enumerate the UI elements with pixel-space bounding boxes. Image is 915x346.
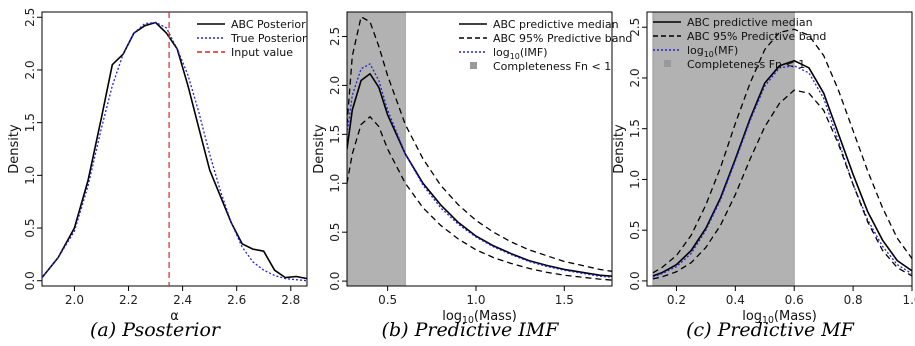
y-tick-label: 2.0: [23, 60, 37, 79]
panel-posterior: 2.0 2.2 2.4 2.6 2.8 0.0 0.5 1.0 1.5 2.0 2.5 α Densit…: [7, 8, 308, 324]
y-tick-label: 2.5: [328, 27, 342, 46]
x-tick-label: 0.8: [844, 293, 863, 307]
plot-frame: [41, 11, 308, 287]
y-tick-label: 0.0: [328, 272, 342, 291]
panel-predictive-imf: 0.5 1.0 1.5 0.0 0.5 1.0 1.5 2.0 2.5 log10(Mass) De…: [312, 11, 632, 326]
y-tick-label: 2.5: [628, 18, 642, 37]
y-tick-label: 2.0: [628, 68, 642, 87]
caption-a: (a) Psosterior: [90, 319, 222, 341]
series-abc-95-predictive-band-lower-: [347, 116, 612, 281]
legend-label: ABC predictive median: [687, 16, 813, 29]
y-tick-label: 0.0: [23, 271, 37, 290]
series-abc-95-predictive-band-upper-: [652, 28, 912, 274]
x-tick-label: 0.5: [378, 293, 397, 307]
series-abc-predictive-median: [652, 59, 912, 277]
x-tick-label: 2.8: [281, 293, 300, 307]
y-tick-label: 1.0: [23, 166, 37, 185]
y-tick-label: 0.0: [628, 271, 642, 290]
y-tick-label: 1.5: [628, 119, 642, 138]
series-log10-imf-: [347, 63, 612, 278]
legend-label: ABC Posterior: [231, 18, 306, 31]
series-abc-95-predictive-band-upper-: [347, 16, 612, 272]
x-tick-label: 1.0: [902, 293, 915, 307]
x-tick-label: 0.6: [785, 293, 804, 307]
legend-label: log10(MF): [687, 44, 738, 59]
series-abc-predictive-median: [347, 72, 612, 277]
panel-predictive-mf: 0.2 0.4 0.6 0.8 1.0 0.0 0.5 1.0 1.5 2.0 2.5 log10(M…: [612, 11, 915, 326]
y-tick-label: 1.0: [328, 174, 342, 193]
y-tick-label: 1.0: [628, 170, 642, 189]
y-tick-label: 2.5: [23, 8, 37, 27]
legend-label: ABC 95% Predictive band: [493, 32, 632, 45]
y-axis-label: Density: [612, 124, 627, 174]
legend-swatch-completeness: [664, 60, 671, 67]
x-tick-label: 1.5: [555, 293, 574, 307]
legend-label: ABC 95% Predictive band: [687, 30, 826, 43]
x-tick-label: 0.4: [726, 293, 745, 307]
x-axis-label: log10(Mass): [442, 309, 517, 326]
series-true-posterior: [42, 21, 307, 282]
legend-label: ABC predictive median: [493, 18, 619, 31]
x-tick-label: 0.2: [667, 293, 686, 307]
y-tick-label: 0.5: [328, 223, 342, 242]
x-tick-label: 2.2: [119, 293, 138, 307]
y-tick-label: 0.5: [23, 218, 37, 237]
plot-frame: [646, 11, 913, 287]
completeness-region: [346, 11, 406, 287]
series-log10-mf-: [652, 65, 912, 278]
legend-swatch-completeness: [470, 62, 477, 69]
legend-label: Completeness Fn < 1: [687, 58, 805, 71]
y-tick-label: 0.5: [628, 221, 642, 240]
legend-label: True Posterior: [230, 32, 307, 45]
y-axis-label: Density: [7, 124, 22, 174]
x-tick-label: 2.6: [227, 293, 246, 307]
legend-label: Input value: [231, 46, 293, 59]
y-tick-label: 1.5: [23, 113, 37, 132]
y-tick-label: 2.0: [328, 76, 342, 95]
series-abc-95-predictive-band-lower-: [652, 89, 912, 280]
x-tick-label: 2.4: [173, 293, 192, 307]
x-axis-label: log10(Mass): [742, 309, 817, 326]
y-axis-label: Density: [312, 124, 327, 174]
x-tick-label: 1.0: [466, 293, 485, 307]
x-tick-label: 2.0: [65, 293, 84, 307]
series-abc-posterior: [42, 21, 307, 280]
legend-label: Completeness Fn < 1: [493, 60, 611, 73]
caption-b: (b) Predictive IMF: [382, 319, 560, 341]
x-axis-label: α: [170, 309, 179, 324]
legend-label: log10(IMF): [493, 46, 548, 61]
caption-c: (c) Predictive MF: [686, 319, 855, 341]
y-tick-label: 1.5: [328, 125, 342, 144]
